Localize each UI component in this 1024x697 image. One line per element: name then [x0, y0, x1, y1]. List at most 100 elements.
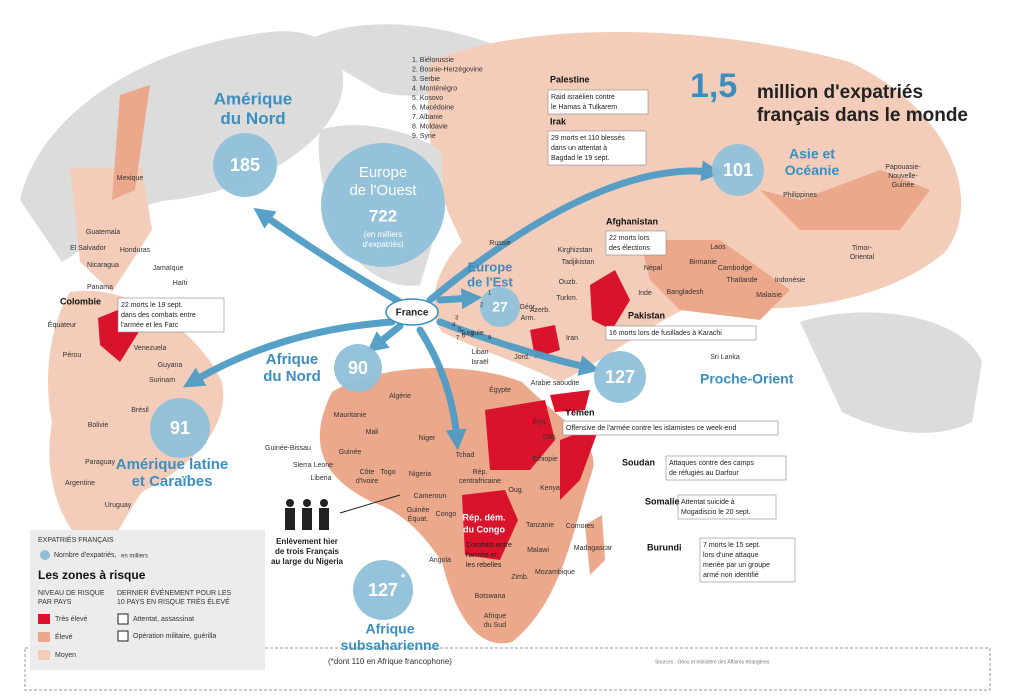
- region-name: Afrique: [366, 621, 415, 637]
- country-label: Iran: [566, 335, 578, 342]
- country-label: Kenya: [540, 485, 560, 492]
- map-number: 2: [480, 303, 484, 309]
- country-label: Timor-: [852, 245, 873, 252]
- event-text: 22 morts lors: [609, 235, 650, 242]
- legend-text: en milliers: [121, 554, 148, 560]
- region-bubble: [321, 143, 445, 267]
- country-label: Congo: [436, 511, 457, 518]
- country-label: Botswana: [475, 593, 506, 600]
- country-label: Guinée-Bissau: [265, 445, 311, 452]
- event-box: [117, 297, 225, 333]
- event-country: Pakistan: [628, 310, 665, 320]
- region-value: 101: [723, 160, 753, 180]
- event-country: Afghanistan: [606, 216, 658, 226]
- region-bubble: [334, 344, 382, 392]
- event-text: Attentat suicide à: [681, 499, 735, 506]
- list-item: 2. Bosnie-Herzégovine: [412, 66, 483, 73]
- country-label: Jord.: [514, 354, 530, 361]
- country-label: Niger: [419, 435, 436, 442]
- arrow: [426, 160, 723, 304]
- region-name: subsaharienne: [341, 637, 440, 653]
- map-number: 8: [470, 333, 474, 339]
- country-label: Sierra Leone: [293, 462, 333, 469]
- country-label: Angola: [429, 557, 451, 564]
- legend-swatch: [38, 632, 50, 642]
- event-text: armé non identifié: [703, 572, 759, 579]
- country-label: Rép.: [473, 469, 488, 476]
- country-label: centrafricaine: [459, 478, 501, 485]
- event-text: Raid israélien contre: [551, 94, 615, 101]
- country-label: Népal: [644, 265, 663, 272]
- country-label: Arm.: [521, 315, 536, 322]
- region-name: Europe: [359, 164, 407, 181]
- region-note: (en milliers: [364, 230, 403, 239]
- legend-icon: [117, 613, 129, 625]
- event-box: [605, 230, 667, 256]
- region-name: de l'Est: [467, 274, 513, 289]
- event-text: l'armée et: [466, 552, 497, 559]
- region-name: Afrique: [266, 351, 319, 368]
- event-text: Mogadiscio le 20 sept.: [681, 509, 751, 516]
- list-item: 1. Biélorussie: [412, 57, 454, 64]
- region-bubble: [594, 351, 646, 403]
- region-note: d'expatriés): [362, 240, 403, 249]
- country-label: Équateur: [48, 320, 77, 329]
- list-item: 4. Monténégro: [412, 85, 457, 92]
- region-name: Amérique: [214, 89, 292, 108]
- legend-swatch: [38, 614, 50, 624]
- map-number: 5: [458, 328, 462, 334]
- kidnapping-text: Enlèvement hier: [276, 537, 338, 546]
- country-label: Surinam: [149, 377, 175, 384]
- hub-label: France: [396, 308, 429, 319]
- region-bubble: [480, 287, 520, 327]
- legend-text: Attentat, assassinat: [133, 616, 194, 623]
- country-label: Bangladesh: [667, 289, 704, 296]
- event-text: 7 morts le 15 sept.: [703, 542, 761, 549]
- country-label: Inde: [638, 290, 652, 297]
- hub: [385, 298, 439, 326]
- country-label: Afrique: [484, 613, 506, 620]
- map-number: 3: [455, 316, 459, 322]
- region-bubble: [213, 133, 277, 197]
- event-box: [547, 130, 647, 166]
- country-label: Philippines: [783, 192, 817, 199]
- event-text: le Hamas à Tulkarem: [551, 104, 617, 111]
- country-label: Guinée: [407, 507, 430, 514]
- country-label: Comores: [566, 523, 595, 530]
- country-label: Indonésie: [775, 277, 805, 284]
- event-box: [547, 89, 649, 115]
- country-label: Turkm.: [556, 295, 578, 302]
- kidnapping-text: de trois Français: [275, 547, 340, 556]
- legend-header: PAR PAYS: [38, 599, 72, 606]
- country-label: Turquie: [460, 330, 484, 337]
- country-label: Argentine: [65, 480, 95, 487]
- event-text: 22 morts le 19 sept.: [121, 302, 183, 309]
- legend-title: Les zones à risque: [38, 568, 146, 582]
- map-number: 9: [488, 336, 492, 342]
- list-item: 8. Moldavie: [412, 123, 448, 130]
- country-label: Honduras: [120, 247, 151, 254]
- country-label: Tchad: [456, 452, 475, 459]
- country-label: Djib.: [543, 434, 557, 441]
- event-text: Offensive de l'armée contre les islamist…: [566, 425, 737, 432]
- high-risk-areas: [98, 270, 630, 560]
- country-label: Bolivie: [88, 422, 109, 429]
- country-label: Zimb.: [511, 574, 529, 581]
- kidnapping-text: au large du Nigeria: [271, 557, 344, 566]
- country-label: Guyana: [158, 362, 183, 369]
- region-value: 27: [492, 299, 508, 315]
- region-marker: *: [401, 572, 406, 584]
- title-number: 1,5: [690, 67, 737, 105]
- event-text: 16 morts lors de fusillades à Karachi: [609, 330, 722, 337]
- event-country: Colombie: [60, 296, 101, 306]
- country-label: Brésil: [131, 407, 149, 414]
- event-country: du Congo: [463, 524, 505, 534]
- country-label: Sri Lanka: [710, 354, 740, 361]
- legend-text: Élevé: [55, 632, 73, 641]
- map-number: 4: [452, 323, 456, 329]
- legend-text: Moyen: [55, 652, 76, 659]
- legend-icon: [117, 630, 129, 642]
- legend-header: EXPATRIÉS FRANÇAIS: [38, 535, 114, 544]
- source-box: [24, 647, 991, 691]
- region-value: 127: [605, 367, 635, 387]
